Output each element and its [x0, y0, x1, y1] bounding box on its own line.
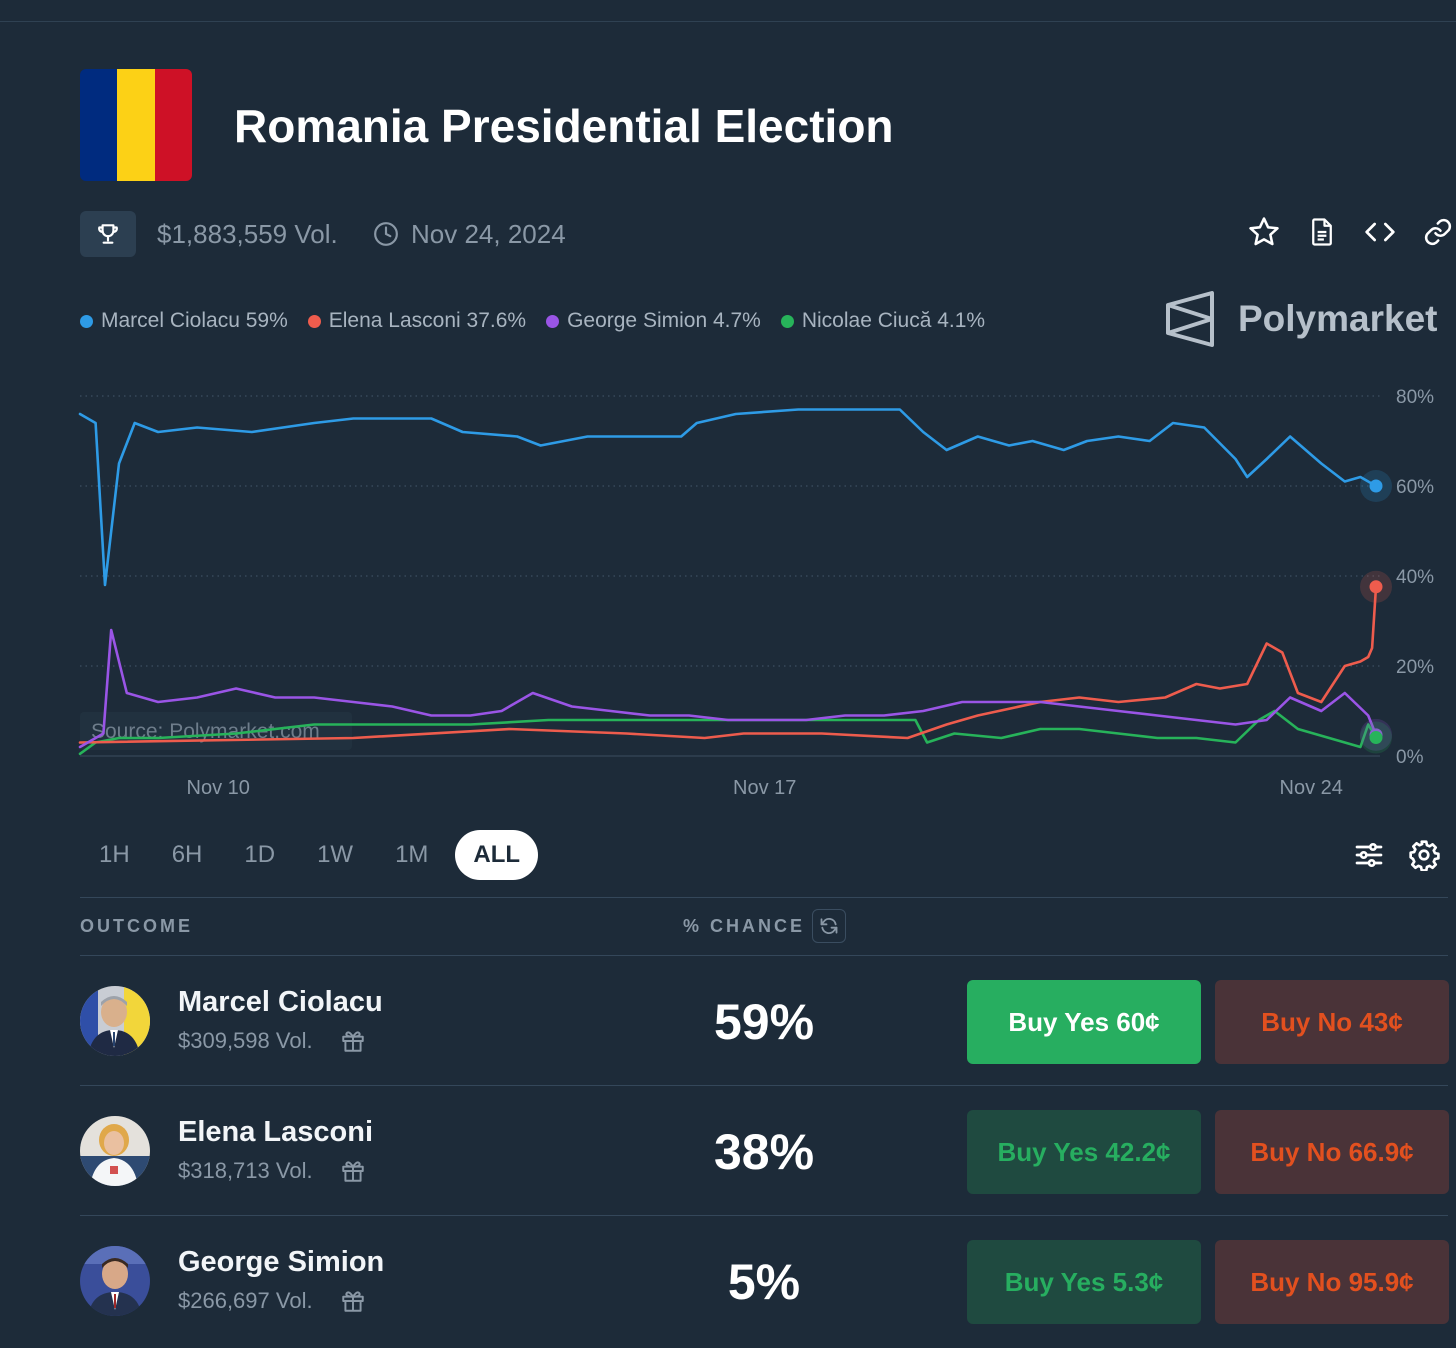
x-tick-label: Nov 10 [187, 777, 250, 799]
gift-icon[interactable] [340, 1158, 366, 1184]
copy-link-button[interactable] [1420, 214, 1456, 250]
avatar [80, 1116, 150, 1186]
y-tick-label: 80% [1396, 387, 1434, 408]
series-line [78, 709, 1378, 756]
avatar [80, 986, 150, 1056]
buy-no-button[interactable]: Buy No 95.9¢ [1215, 1240, 1449, 1324]
timeframe-1h[interactable]: 1H [99, 841, 130, 868]
buy-yes-button[interactable]: Buy Yes 60¢ [967, 980, 1201, 1064]
document-icon [1312, 218, 1332, 246]
legend-label: George Simion 4.7% [567, 309, 761, 332]
buy-yes-button[interactable]: Buy Yes 5.3¢ [967, 1240, 1201, 1324]
candidate-name[interactable]: Marcel Ciolacu [178, 986, 383, 1018]
legend-label: Nicolae Ciucă 4.1% [801, 309, 986, 332]
y-tick-label: 20% [1396, 657, 1434, 678]
legend-item: George Simion 4.7% [546, 306, 761, 336]
gear-icon [1409, 840, 1440, 871]
buy-no-button[interactable]: Buy No 43¢ [1215, 980, 1449, 1064]
chart-filters-button[interactable] [1352, 838, 1386, 872]
legend-item: Marcel Ciolacu 59% [80, 306, 288, 336]
x-tick-label: Nov 24 [1280, 777, 1343, 799]
embed-button[interactable] [1362, 214, 1398, 250]
divider [80, 1215, 1448, 1216]
end-date: Nov 24, 2024 [411, 219, 566, 249]
gift-icon[interactable] [340, 1028, 366, 1054]
legend-dot [80, 314, 93, 328]
candidate-volume: $309,598 Vol. [178, 1028, 313, 1053]
timeframe-selector: 1H 6H 1D 1W 1M ALL [84, 830, 550, 880]
y-tick-label: 0% [1396, 747, 1424, 768]
legend-label: Marcel Ciolacu 59% [101, 309, 288, 332]
series-end-point [1369, 479, 1383, 493]
legend-label: Elena Lasconi 37.6% [328, 309, 527, 332]
brand-name: Polymarket [1238, 298, 1438, 339]
star-icon [1249, 217, 1279, 246]
flag-stripe-blue [80, 69, 118, 181]
legend-dot [546, 314, 560, 328]
legend-item: Elena Lasconi 37.6% [307, 306, 527, 336]
series-line [78, 408, 1378, 587]
x-tick-label: Nov 17 [733, 777, 796, 799]
candidate-photo [80, 986, 150, 1056]
trophy-badge[interactable] [80, 211, 136, 257]
top-divider [0, 21, 1456, 22]
timeframe-1m[interactable]: 1M [395, 841, 429, 868]
timeframe-6h[interactable]: 6H [171, 841, 203, 868]
series-line [78, 628, 1378, 749]
candidate-volume: $318,713 Vol. [178, 1158, 313, 1183]
market-volume: $1,883,559 Vol. [157, 219, 338, 249]
series-end-point [1369, 580, 1383, 594]
polymarket-logo: Polymarket [1164, 289, 1438, 349]
y-tick-label: 40% [1396, 567, 1434, 588]
legend-dot [307, 314, 321, 328]
buy-yes-button[interactable]: Buy Yes 42.2¢ [967, 1110, 1201, 1194]
legend-item: Nicolae Ciucă 4.1% [780, 306, 986, 336]
candidate-photo [80, 1116, 150, 1186]
candidate-name[interactable]: George Simion [178, 1246, 385, 1278]
refresh-icon [820, 918, 838, 934]
romania-flag [80, 69, 192, 181]
series-line [78, 585, 1378, 744]
candidate-name[interactable]: Elena Lasconi [178, 1116, 374, 1148]
avatar [80, 1246, 150, 1316]
divider [80, 1085, 1448, 1086]
chart-legend: Marcel Ciolacu 59% Elena Lasconi 37.6% G… [80, 306, 985, 336]
price-history-chart: 80%60%40%20%0%Nov 10 Nov 17 Nov 24Source: … [78, 387, 1434, 799]
candidate-photo [80, 1246, 150, 1316]
page-title: Romania Presidential Election [234, 100, 894, 152]
clock-icon [374, 222, 398, 246]
code-icon [1365, 222, 1395, 242]
timeframe-1w[interactable]: 1W [317, 841, 354, 868]
gift-icon[interactable] [340, 1288, 366, 1314]
divider [80, 955, 1448, 956]
outcome-row: Marcel Ciolacu $309,598 Vol. 59% Buy Yes… [80, 958, 1449, 1088]
divider [80, 897, 1448, 898]
link-icon [1424, 218, 1452, 246]
legend-dot [780, 314, 794, 328]
polymarket-logo-icon [1166, 291, 1214, 347]
chart-settings-button[interactable] [1407, 838, 1441, 872]
refresh-chance-button[interactable] [812, 909, 846, 943]
chance-value: 59% [713, 994, 815, 1050]
favorite-button[interactable] [1246, 214, 1282, 250]
outcome-column-header: OUTCOME [80, 916, 193, 936]
buy-no-button[interactable]: Buy No 66.9¢ [1215, 1110, 1449, 1194]
flag-stripe-red [154, 69, 192, 181]
trophy-icon [98, 224, 118, 244]
chance-column-header: % CHANCE [683, 916, 806, 936]
flag-stripe-yellow [117, 69, 155, 181]
sliders-icon [1355, 843, 1383, 867]
chance-value: 38% [713, 1124, 815, 1180]
header-actions [1246, 214, 1456, 250]
outcome-row: George Simion $266,697 Vol. 5% Buy Yes 5… [80, 1218, 1449, 1348]
rules-button[interactable] [1304, 214, 1340, 250]
series-end-point [1369, 731, 1383, 745]
outcome-row: Elena Lasconi $318,713 Vol. 38% Buy Yes … [80, 1088, 1449, 1218]
y-tick-label: 60% [1396, 477, 1434, 498]
candidate-volume: $266,697 Vol. [178, 1288, 313, 1313]
timeframe-all[interactable]: ALL [455, 830, 539, 880]
timeframe-1d[interactable]: 1D [244, 841, 276, 868]
chance-value: 5% [727, 1254, 801, 1310]
